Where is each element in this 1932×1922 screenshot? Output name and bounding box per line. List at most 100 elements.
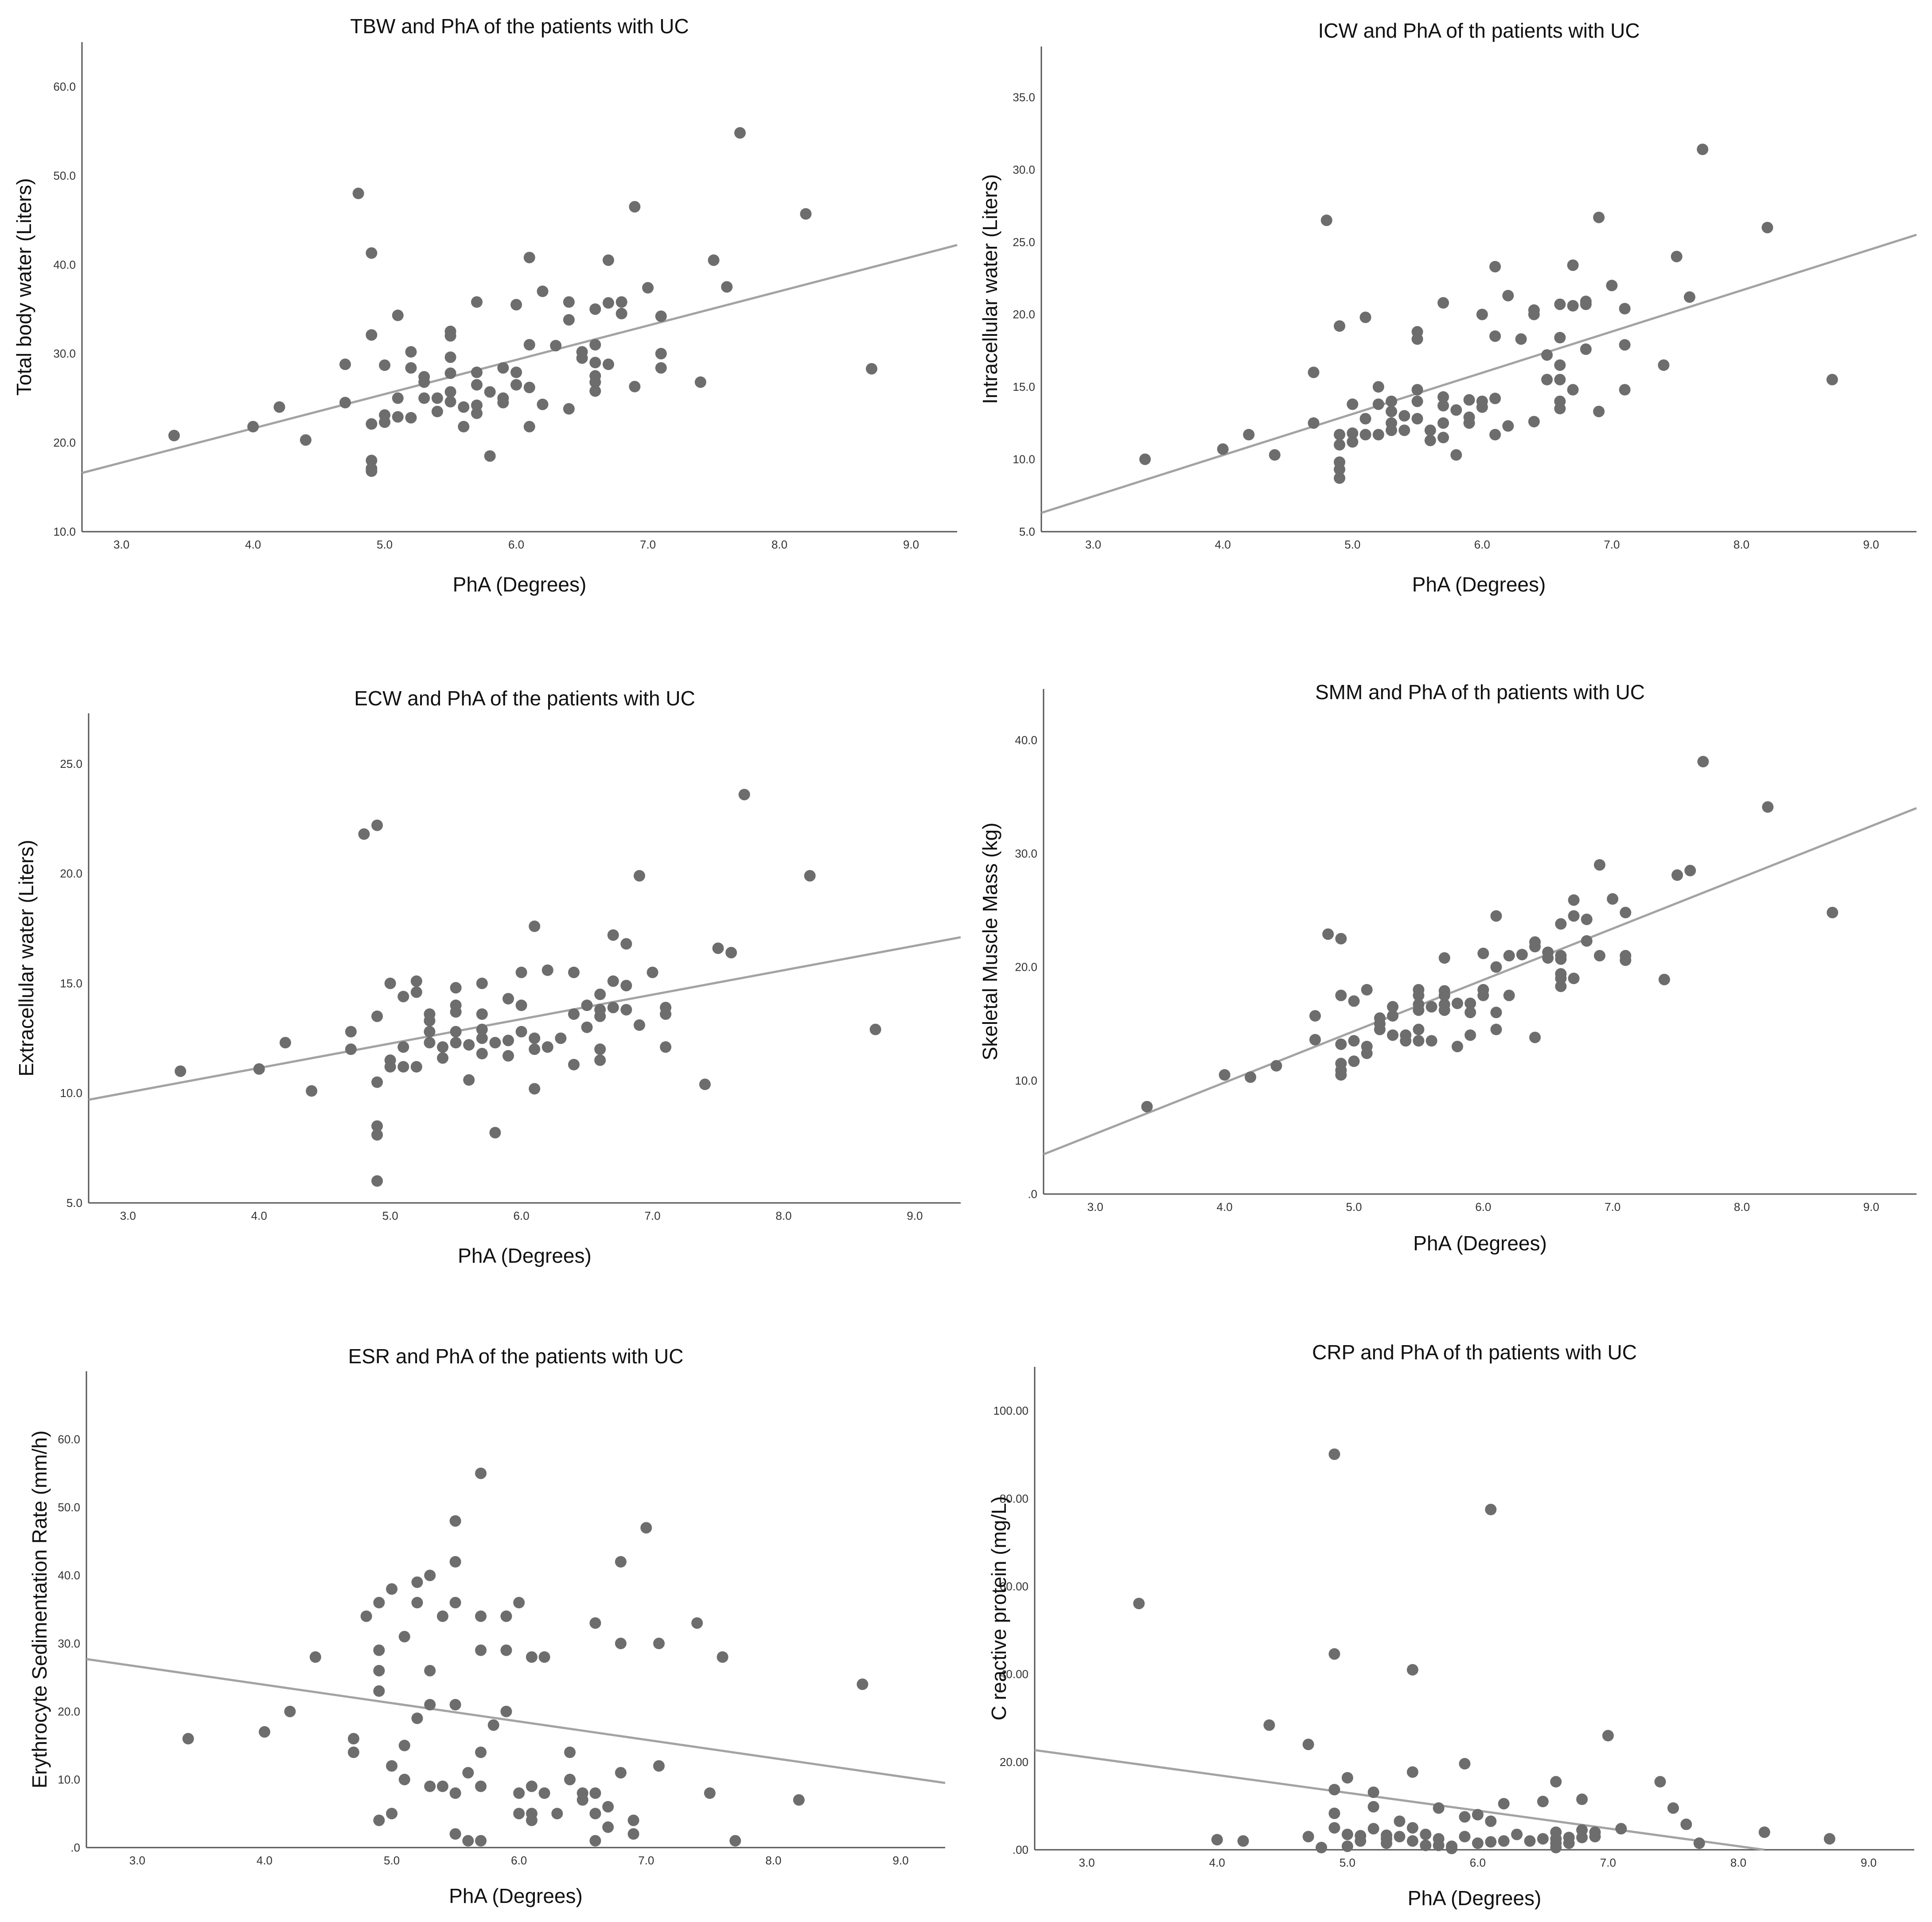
x-tick-label: 6.0 [1474,538,1490,551]
data-point [424,1699,436,1711]
data-point [476,1023,488,1035]
data-point [386,1760,398,1772]
data-point [691,1617,703,1629]
data-point [1498,1797,1510,1809]
data-point [437,1041,449,1053]
data-point [704,1787,716,1799]
y-tick-label: 15.0 [1013,380,1035,393]
y-tick-label: 10.0 [53,525,76,538]
data-point [392,411,404,423]
data-point [384,1061,396,1073]
data-point [371,1010,383,1022]
y-tick-label: 40.0 [53,258,76,271]
data-point [1693,1837,1705,1849]
data-point [1386,424,1397,436]
data-point [373,1644,385,1656]
x-axis-label: PhA (Degrees) [1413,1232,1547,1255]
data-point [581,1021,593,1033]
data-point [309,1651,321,1663]
data-point [694,376,706,388]
data-point [1555,918,1567,930]
data-point [1550,1776,1562,1788]
data-point [1554,359,1566,371]
data-point [1347,436,1359,448]
data-point [1541,374,1553,385]
data-point [1516,949,1528,961]
data-point [1555,973,1567,984]
data-point [397,991,409,1003]
data-point [1398,424,1410,436]
data-point [1503,989,1515,1001]
data-point [633,870,645,882]
data-point [602,1801,614,1813]
data-point [513,1597,525,1609]
data-point [1658,973,1670,985]
x-tick-label: 3.0 [1087,1200,1103,1214]
data-point [1593,211,1605,223]
data-point [510,379,522,391]
data-point [1823,1833,1835,1845]
data-point [1333,320,1345,332]
data-point [475,1780,487,1792]
data-point [510,299,522,311]
data-point [526,1780,538,1792]
data-point [607,1001,619,1013]
data-point [529,1032,541,1044]
data-point [581,1000,593,1012]
data-point [379,359,391,371]
data-point [1433,1802,1445,1814]
data-point [523,420,535,432]
data-point [1348,995,1360,1007]
data-point [865,363,877,375]
data-point [1386,395,1397,407]
data-point [1437,297,1449,309]
x-tick-label: 4.0 [1209,1856,1225,1869]
data-point [1348,1035,1360,1047]
data-point [1827,907,1839,918]
data-point [513,1787,525,1799]
data-point [1619,339,1631,351]
data-point [1554,374,1566,385]
x-tick-label: 7.0 [644,1209,660,1222]
data-point [1302,1831,1314,1843]
y-tick-label: 10.0 [1013,453,1035,466]
data-point [537,398,549,410]
data-point [1761,222,1773,233]
data-point [734,127,746,139]
x-tick-label: 9.0 [903,538,919,551]
data-point [1406,1822,1418,1834]
data-point [602,1821,614,1833]
data-point [594,1054,606,1066]
data-point [620,938,632,950]
data-point [345,1043,357,1055]
x-tick-label: 8.0 [775,1209,791,1222]
data-point [594,1043,606,1055]
data-point [424,1015,436,1027]
data-point [793,1794,805,1806]
data-point [1328,1448,1340,1460]
x-axis-label: PhA (Degrees) [449,1884,583,1907]
data-point [1593,950,1605,962]
data-point [373,1597,385,1609]
data-point [1406,1766,1418,1778]
data-point [1528,416,1540,428]
y-tick-label: 5.0 [1019,525,1035,538]
chart-title: CRP and PhA of th patients with UC [1312,1341,1637,1364]
data-point [800,208,812,220]
data-point [615,1556,627,1568]
data-point [541,964,553,976]
data-point [462,1835,474,1847]
scatter-panel: CRP and PhA of th patients with UC 3.0 4.0… [987,1341,1914,1910]
data-point [484,386,496,398]
data-point [1333,463,1345,475]
data-point [449,1556,461,1568]
data-point [1589,1831,1601,1843]
x-axis-label: PhA (Degrees) [1412,573,1546,596]
data-point [1490,1007,1502,1019]
data-point [398,1630,410,1642]
data-point [366,329,378,341]
data-point [1406,1835,1418,1847]
x-tick-label: 5.0 [384,1854,400,1867]
data-point [1333,429,1345,440]
data-point [1567,300,1579,312]
